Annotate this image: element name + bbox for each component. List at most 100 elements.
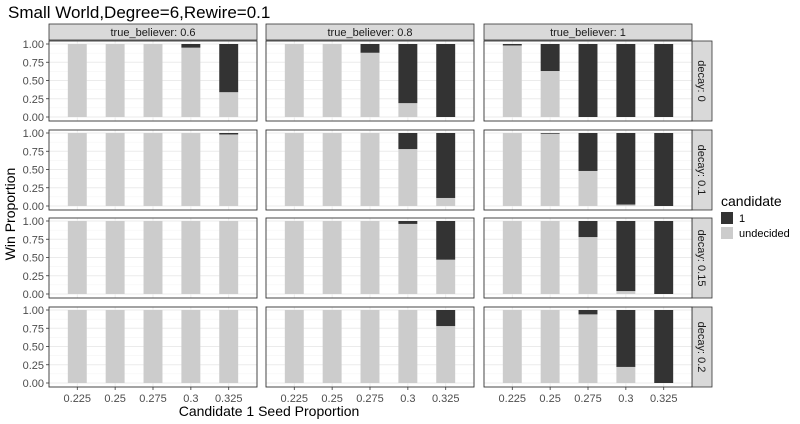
bar-undecided xyxy=(67,44,87,117)
facet-panel xyxy=(265,217,475,299)
y-tick-label: 0.00 xyxy=(23,201,44,213)
bar-candidate-1 xyxy=(398,133,418,150)
x-tick-label: 0.25 xyxy=(539,393,560,405)
facet-panel xyxy=(483,129,693,211)
bar-candidate-1 xyxy=(578,133,598,171)
x-tick-label: 0.325 xyxy=(650,393,678,405)
facet-strip-col-label: true_believer: 0.8 xyxy=(328,27,413,39)
bar-candidate-1 xyxy=(436,133,456,198)
bar-undecided xyxy=(540,221,560,294)
facet-panel xyxy=(483,217,693,299)
bar-undecided xyxy=(578,237,598,294)
y-tick-label: 0.25 xyxy=(23,94,44,106)
facet-panel: 0.225 0.25 0.275 0.3 0.325 xyxy=(265,306,475,405)
legend-label: undecided xyxy=(739,228,790,240)
facet-strip-row-label: decay: 0 xyxy=(695,60,707,102)
bar-undecided xyxy=(398,310,418,383)
facet-panel: 0.00 0.25 0.50 0.75 1.00 xyxy=(23,39,258,124)
bar-undecided xyxy=(540,133,560,206)
bar-undecided xyxy=(502,310,522,383)
facet-strip-col-label: true_believer: 1 xyxy=(550,27,626,39)
bar-candidate-1 xyxy=(219,133,239,135)
x-tick-label: 0.225 xyxy=(64,393,92,405)
bar-undecided xyxy=(284,44,304,117)
panel-border xyxy=(265,129,475,211)
bar-undecided xyxy=(398,103,418,117)
bar-candidate-1 xyxy=(654,44,674,117)
bar-undecided xyxy=(502,221,522,294)
facet-panel xyxy=(265,40,475,122)
y-tick-label: 0.00 xyxy=(23,289,44,301)
bar-undecided xyxy=(181,221,201,294)
bar-undecided xyxy=(219,310,239,383)
x-tick-label: 0.225 xyxy=(281,393,309,405)
y-tick-label: 0.75 xyxy=(23,57,44,69)
bar-undecided xyxy=(502,45,522,117)
bar-undecided xyxy=(143,221,163,294)
chart-title: Small World,Degree=6,Rewire=0.1 xyxy=(8,3,270,22)
bar-candidate-1 xyxy=(616,133,636,205)
y-tick-label: 1.00 xyxy=(23,305,44,317)
y-tick-label: 1.00 xyxy=(23,128,44,140)
bar-candidate-1 xyxy=(398,221,418,224)
facet-panels: true_believer: 0.6 true_believer: 0.8 true… xyxy=(23,23,713,405)
y-tick-label: 0.50 xyxy=(23,165,44,177)
x-tick-label: 0.25 xyxy=(104,393,125,405)
bar-undecided xyxy=(360,133,380,206)
bar-undecided xyxy=(540,71,560,117)
bar-undecided xyxy=(105,44,125,117)
bar-candidate-1 xyxy=(181,44,201,48)
y-tick-label: 1.00 xyxy=(23,39,44,51)
bar-undecided xyxy=(436,259,456,294)
bar-undecided xyxy=(219,221,239,294)
panel-border xyxy=(483,217,693,299)
y-axis-title: Win Proportion xyxy=(2,168,18,261)
bar-candidate-1 xyxy=(502,44,522,46)
bar-undecided xyxy=(143,133,163,206)
bar-candidate-1 xyxy=(654,133,674,206)
y-tick-label: 0.50 xyxy=(23,253,44,265)
bar-undecided xyxy=(360,221,380,294)
bar-undecided xyxy=(502,133,522,206)
bar-undecided xyxy=(398,149,418,206)
legend-key xyxy=(721,212,733,224)
bar-candidate-1 xyxy=(219,44,239,93)
bar-candidate-1 xyxy=(436,221,456,260)
bar-undecided xyxy=(284,221,304,294)
bar-undecided xyxy=(219,92,239,117)
bar-candidate-1 xyxy=(654,310,674,383)
panel-border xyxy=(483,40,693,122)
bar-candidate-1 xyxy=(578,44,598,117)
x-axis-title: Candidate 1 Seed Proportion xyxy=(179,403,360,419)
panel-border xyxy=(48,129,258,211)
y-tick-label: 0.00 xyxy=(23,112,44,124)
bar-undecided xyxy=(322,133,342,206)
bar-undecided xyxy=(105,221,125,294)
y-tick-label: 0.25 xyxy=(23,360,44,372)
panel-border xyxy=(483,129,693,211)
bar-undecided xyxy=(360,310,380,383)
bar-undecided xyxy=(105,133,125,206)
y-tick-label: 0.25 xyxy=(23,271,44,283)
bar-undecided xyxy=(181,133,201,206)
x-tick-label: 0.275 xyxy=(139,393,167,405)
y-tick-label: 0.75 xyxy=(23,146,44,158)
facet-strip-col xyxy=(48,23,258,41)
bar-candidate-1 xyxy=(360,44,380,53)
bar-candidate-1 xyxy=(578,310,598,315)
bar-undecided xyxy=(67,310,87,383)
bar-undecided xyxy=(181,310,201,383)
bar-undecided xyxy=(67,133,87,206)
x-tick-label: 0.3 xyxy=(400,393,415,405)
panel-border xyxy=(265,40,475,122)
facet-strip-row-label: decay: 0.1 xyxy=(695,145,707,196)
bar-undecided xyxy=(105,310,125,383)
bar-undecided xyxy=(398,223,418,294)
x-tick-label: 0.25 xyxy=(321,393,342,405)
bar-undecided xyxy=(284,310,304,383)
legend-label: 1 xyxy=(739,213,745,225)
legend: candidate 1 undecided xyxy=(721,193,790,240)
y-tick-label: 1.00 xyxy=(23,216,44,228)
bar-undecided xyxy=(360,52,380,118)
